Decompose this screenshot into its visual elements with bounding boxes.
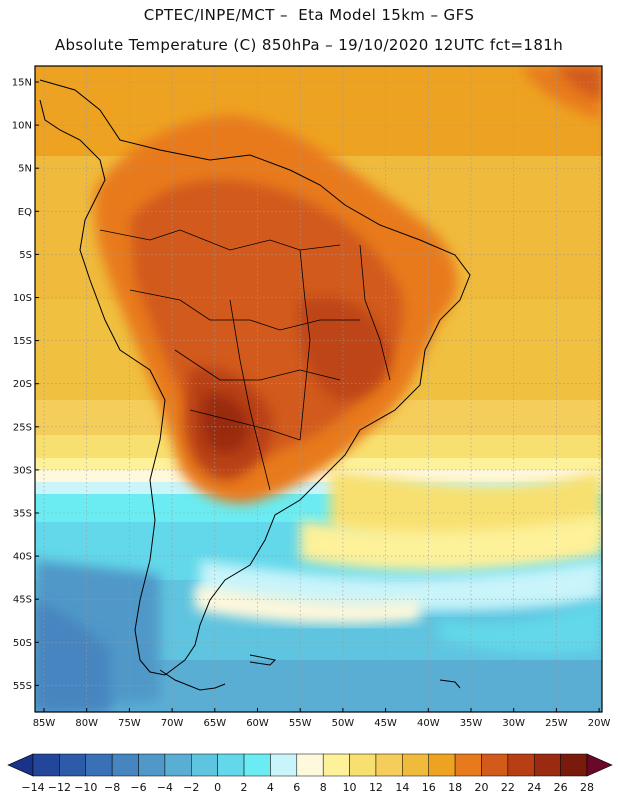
- colorbar-label: 8: [320, 781, 327, 794]
- latitude-axis: 15N 10N 5N EQ 5S 10S 15S 20S 25S 30S 35S 40S 45S 50S 5…: [12, 78, 39, 692]
- colorbar-under-arrow: [7, 753, 34, 777]
- lon-tick-label: 65W: [203, 718, 226, 729]
- lon-tick-label: 60W: [246, 718, 269, 729]
- lat-tick-label: 5S: [19, 250, 32, 261]
- lat-tick-label: 40S: [13, 552, 32, 563]
- colorbar-swatch: [428, 753, 456, 777]
- colorbar-swatch: [349, 753, 377, 777]
- map-title-line-1: CPTEC/INPE/MCT – Eta Model 15km – GFS: [143, 6, 475, 24]
- lat-tick-label: 10N: [12, 121, 32, 132]
- lat-tick-label: 20S: [13, 379, 32, 390]
- lon-tick-label: 80W: [75, 718, 98, 729]
- colorbar-label: −6: [130, 781, 146, 794]
- lat-tick-label: 30S: [13, 465, 32, 476]
- lat-tick-label: 10S: [13, 293, 32, 304]
- colorbar-label: 4: [267, 781, 274, 794]
- colorbar-swatch: [375, 753, 403, 777]
- lat-tick-label: EQ: [18, 207, 32, 218]
- colorbar-label: 18: [448, 781, 462, 794]
- lon-tick-label: 20W: [588, 718, 611, 729]
- lon-tick-label: 35W: [460, 718, 483, 729]
- colorbar-label: −10: [74, 781, 97, 794]
- colorbar-label: −14: [21, 781, 44, 794]
- colorbar-label: 24: [527, 781, 541, 794]
- lon-tick-label: 70W: [161, 718, 184, 729]
- coastlines: [39, 79, 471, 691]
- lat-tick-label: 50S: [13, 638, 32, 649]
- colorbar-label: 0: [214, 781, 221, 794]
- temperature-field: [35, 66, 602, 712]
- lat-tick-label: 15N: [12, 78, 32, 89]
- lon-tick-label: 45W: [374, 718, 397, 729]
- colorbar-swatch: [560, 753, 588, 777]
- colorbar-label: 16: [422, 781, 436, 794]
- colorbar-swatch: [191, 753, 218, 777]
- colorbar-swatch: [111, 753, 139, 777]
- graticule: [35, 66, 602, 712]
- colorbar-swatch: [59, 753, 87, 777]
- lat-tick-label: 25S: [13, 422, 32, 433]
- colorbar-swatch: [296, 753, 324, 777]
- colorbar-label: 22: [501, 781, 515, 794]
- colorbar-swatch: [481, 753, 509, 777]
- longitude-axis: 85W 80W 75W 70W 65W 60W 55W 50W 45W 40W 35W 30W 25W 2…: [33, 708, 611, 729]
- lon-tick-label: 25W: [545, 718, 568, 729]
- lon-tick-label: 30W: [502, 718, 525, 729]
- colorbar-swatch: [507, 753, 535, 777]
- colorbar-swatch: [322, 753, 350, 777]
- colorbar-label: 26: [554, 781, 568, 794]
- colorbar-label: −4: [157, 781, 173, 794]
- plot-frame: [34, 65, 603, 713]
- lat-tick-label: 5N: [18, 164, 32, 175]
- colorbar-label: 2: [241, 781, 248, 794]
- colorbar-swatch: [454, 753, 482, 777]
- colorbar-swatch: [217, 753, 245, 777]
- colorbar-swatch: [402, 753, 429, 777]
- lon-tick-label: 50W: [332, 718, 355, 729]
- colorbar-label: 6: [293, 781, 300, 794]
- country-borders: [99, 229, 391, 491]
- colorbar-swatch: [270, 753, 298, 777]
- colorbar-swatch: [243, 753, 271, 777]
- colorbar-swatch: [32, 753, 60, 777]
- colorbar-label: 14: [395, 781, 409, 794]
- lon-tick-label: 85W: [33, 718, 56, 729]
- lon-tick-label: 75W: [118, 718, 141, 729]
- map-title-line-2: Absolute Temperature (C) 850hPa – 19/10/…: [54, 36, 564, 54]
- colorbar-swatch: [164, 753, 192, 777]
- colorbar-label: 10: [343, 781, 357, 794]
- colorbar-swatch: [85, 753, 113, 777]
- lon-tick-label: 55W: [289, 718, 312, 729]
- colorbar-label: 12: [369, 781, 383, 794]
- lon-tick-label: 40W: [417, 718, 440, 729]
- colorbar: −14 −12 −10 −8 −6 −4 −2 0 2 4 6 8 10 12 14 16 18 20 22 24 26…: [7, 753, 613, 794]
- lat-tick-label: 55S: [13, 681, 32, 692]
- lat-tick-label: 35S: [13, 509, 32, 520]
- colorbar-over-arrow: [586, 753, 613, 777]
- colorbar-label: −12: [48, 781, 71, 794]
- lat-tick-label: 45S: [13, 595, 32, 606]
- lat-tick-label: 15S: [13, 336, 32, 347]
- colorbar-label: 28: [580, 781, 594, 794]
- colorbar-label: 20: [474, 781, 488, 794]
- colorbar-label: −2: [183, 781, 199, 794]
- colorbar-swatch: [533, 753, 561, 777]
- colorbar-swatch: [138, 753, 166, 777]
- colorbar-label: −8: [104, 781, 120, 794]
